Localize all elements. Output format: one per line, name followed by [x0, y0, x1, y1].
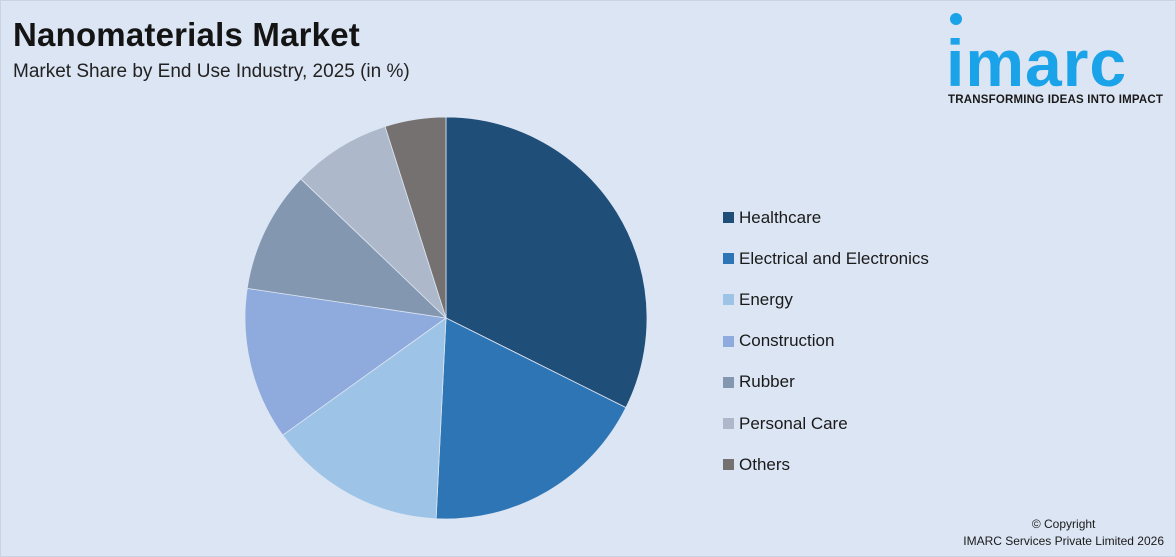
copyright: © Copyright IMARC Services Private Limit…: [963, 516, 1164, 550]
legend-label: Electrical and Electronics: [739, 248, 929, 268]
pie-slice-construction: [244, 287, 448, 436]
legend-item-energy: Energy: [723, 279, 929, 320]
logo-tagline: TRANSFORMING IDEAS INTO IMPACT: [948, 94, 1164, 106]
pie-slice-healthcare: [445, 116, 648, 409]
chart-legend: Healthcare Electrical and Electronics Ener…: [723, 197, 929, 485]
legend-swatch: [723, 212, 734, 224]
legend-label: Healthcare: [739, 207, 822, 227]
logo-dot-icon: [950, 13, 962, 25]
copyright-line-2: IMARC Services Private Limited 2026: [963, 534, 1164, 548]
pie-slice-personal-care: [300, 125, 447, 319]
logo-wordmark: imarc: [946, 26, 1128, 100]
legend-label: Others: [739, 454, 791, 474]
legend-swatch: [723, 335, 734, 347]
copyright-line-1: © Copyright: [1031, 517, 1096, 531]
chart-title: Nanomaterials Market: [13, 16, 360, 53]
legend-item-others: Others: [723, 444, 929, 485]
legend-label: Construction: [739, 331, 835, 351]
pie-slice-others: [384, 116, 447, 319]
legend-item-healthcare: Healthcare: [723, 197, 929, 238]
legend-item-personal-care: Personal Care: [723, 403, 929, 444]
legend-item-electrical-and-electronics: Electrical and Electronics: [723, 238, 929, 279]
legend-swatch: [723, 376, 734, 388]
pie-slice-energy: [282, 317, 447, 520]
legend-swatch: [723, 294, 734, 306]
pie-slice-electrical-and-electronics: [435, 317, 627, 520]
legend-label: Energy: [739, 289, 793, 309]
legend-item-rubber: Rubber: [723, 362, 929, 403]
imarc-logo: imarc TRANSFORMING IDEAS INTO IMPACT: [942, 10, 1174, 110]
legend-swatch: [723, 459, 734, 471]
legend-swatch: [723, 418, 734, 430]
legend-label: Personal Care: [739, 413, 848, 433]
pie-slice-rubber: [246, 178, 448, 319]
chart-subtitle: Market Share by End Use Industry, 2025 (…: [13, 61, 410, 82]
legend-item-construction: Construction: [723, 321, 929, 362]
legend-swatch: [723, 253, 734, 265]
legend-label: Rubber: [739, 372, 795, 392]
